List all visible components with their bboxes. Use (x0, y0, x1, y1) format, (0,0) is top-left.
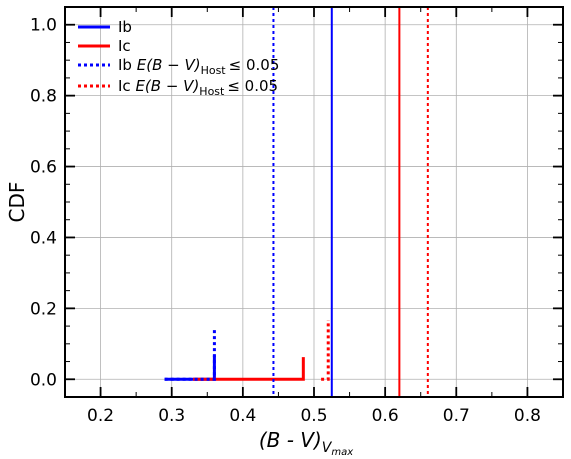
ytick-label-1.0: 1.0 (30, 16, 57, 36)
x-tick-labels: 0.2 0.3 0.4 0.5 0.6 0.7 0.8 (87, 406, 541, 426)
xtick-label-0.8: 0.8 (514, 406, 541, 426)
legend-label-ic-host: Ic E(B − V)Host ≤ 0.05 (118, 77, 278, 98)
legend-label-ic: Ic (118, 37, 131, 55)
xtick-label-0.3: 0.3 (158, 406, 185, 426)
xtick-label-0.5: 0.5 (300, 406, 327, 426)
ytick-label-0.8: 0.8 (30, 87, 57, 107)
x-axis-label: (B - V)Vmax (259, 428, 353, 458)
legend-ib-host-math: E(B − V) (137, 56, 201, 74)
y-tick-labels: 0.0 0.2 0.4 0.6 0.8 1.0 (30, 16, 57, 391)
ytick-label-0.0: 0.0 (30, 370, 57, 390)
median-lines (272, 7, 429, 397)
series-ib_host (164, 328, 216, 381)
legend: Ib Ic Ib E(B − V)Host ≤ 0.05 Ic E(B − V)H… (78, 18, 279, 98)
xtick-label-0.6: 0.6 (372, 406, 399, 426)
xtick-label-0.7: 0.7 (443, 406, 470, 426)
legend-ic-host-sub: Host (199, 85, 225, 98)
series-ic_host (321, 320, 330, 381)
axis-ticks (64, 6, 564, 398)
ytick-label-0.4: 0.4 (30, 228, 57, 248)
legend-label-ib: Ib (118, 18, 132, 36)
legend-ic-host-math: E(B − V) (135, 77, 199, 95)
legend-ic-host-suffix: ≤ 0.05 (227, 77, 278, 95)
xtick-label-0.2: 0.2 (87, 406, 114, 426)
series-lines (164, 320, 330, 381)
series-ic (193, 357, 305, 381)
legend-label-ib-host: Ib E(B − V)Host ≤ 0.05 (118, 56, 279, 77)
x-axis-label-main: (B - V) (259, 428, 322, 452)
x-axis-label-subsub: max (331, 447, 353, 458)
ytick-label-0.6: 0.6 (30, 158, 57, 178)
legend-ib-host-sub: Host (201, 64, 227, 77)
xtick-label-0.4: 0.4 (229, 406, 256, 426)
grid-lines (65, 7, 563, 397)
y-axis-label: CDF (5, 182, 29, 223)
ytick-label-0.2: 0.2 (30, 299, 57, 319)
legend-ic-host-prefix: Ic (118, 77, 131, 95)
legend-ib-host-prefix: Ib (118, 56, 132, 74)
legend-ib-host-suffix: ≤ 0.05 (229, 56, 280, 74)
x-axis-label-sub: V (322, 440, 333, 456)
